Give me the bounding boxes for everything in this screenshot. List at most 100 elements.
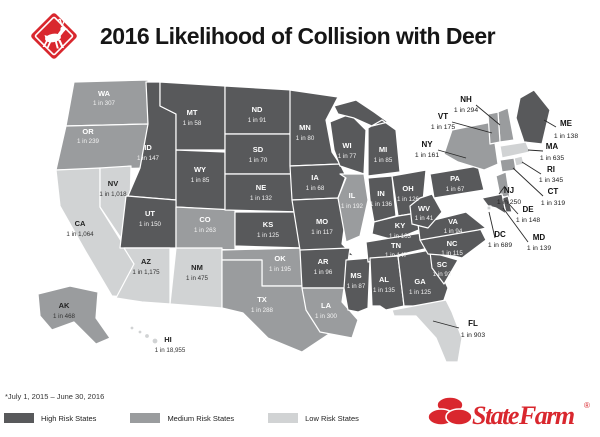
state-shape-wv bbox=[409, 193, 443, 229]
leader-vt bbox=[451, 121, 493, 134]
state-shape-dc bbox=[486, 205, 492, 211]
state-odds-hi: 1 in 18,955 bbox=[155, 347, 186, 354]
leader-ny bbox=[437, 149, 467, 159]
state-odds-ok: 1 in 195 bbox=[269, 266, 292, 273]
state-odds-sc: 1 in 93 bbox=[433, 271, 452, 278]
callout-odds-ri: 1 in 345 bbox=[539, 177, 563, 184]
callout-label-ma: MA bbox=[546, 142, 559, 151]
state-odds-tx: 1 in 288 bbox=[251, 307, 274, 314]
state-shape-nh bbox=[497, 107, 515, 143]
state-label-ms: MS bbox=[350, 271, 361, 280]
state-farm-trioval-icon bbox=[427, 396, 473, 426]
state-odds-ak: 1 in 468 bbox=[53, 313, 76, 320]
low-risk-swatch bbox=[268, 413, 299, 423]
state-odds-ne: 1 in 132 bbox=[250, 195, 273, 202]
state-shape-mi bbox=[333, 99, 401, 177]
callout-label-dc: DC bbox=[494, 230, 506, 239]
state-shape-me bbox=[515, 89, 551, 145]
state-odds-wi: 1 in 77 bbox=[338, 153, 357, 160]
state-odds-wy: 1 in 85 bbox=[191, 177, 210, 184]
callout-label-de: DE bbox=[522, 205, 534, 214]
deer-icon bbox=[42, 18, 68, 49]
state-label-oh: OH bbox=[402, 184, 413, 193]
state-label-ak: AK bbox=[59, 301, 70, 310]
state-odds-il: 1 in 192 bbox=[341, 203, 364, 210]
state-shape-ks bbox=[234, 211, 305, 249]
callout-odds-ny: 1 in 161 bbox=[415, 152, 439, 159]
callout-label-nh: NH bbox=[460, 95, 472, 104]
high-risk-swatch bbox=[4, 413, 34, 423]
callout-odds-de: 1 in 148 bbox=[516, 217, 540, 224]
state-odds-ms: 1 in 87 bbox=[347, 283, 366, 290]
legend-item-medium: Medium Risk States bbox=[130, 413, 234, 423]
state-shape-hi bbox=[129, 325, 159, 345]
callout-odds-nh: 1 in 294 bbox=[454, 107, 478, 114]
state-odds-ca: 1 in 1,064 bbox=[66, 231, 94, 238]
state-label-wv: WV bbox=[418, 204, 430, 213]
state-odds-nc: 1 in 115 bbox=[441, 250, 463, 257]
page-title: 2016 Likelihood of Collision with Deer bbox=[100, 22, 496, 49]
callout-label-ct: CT bbox=[548, 187, 559, 196]
risk-legend: High Risk States Medium Risk States Low … bbox=[4, 413, 393, 423]
state-odds-ga: 1 in 125 bbox=[409, 289, 432, 296]
state-label-mo: MO bbox=[316, 217, 328, 226]
state-label-ca: CA bbox=[75, 219, 86, 228]
state-odds-va: 1 in 94 bbox=[444, 228, 463, 235]
state-odds-wa: 1 in 307 bbox=[93, 100, 116, 107]
hi-island-1 bbox=[129, 325, 135, 331]
state-odds-la: 1 in 300 bbox=[315, 313, 338, 320]
state-label-tx: TX bbox=[257, 295, 267, 304]
hi-island-2 bbox=[137, 329, 143, 335]
leader-fl bbox=[432, 320, 460, 329]
state-odds-in: 1 in 136 bbox=[370, 201, 393, 208]
hi-island-3 bbox=[143, 332, 151, 340]
state-shape-vt bbox=[487, 111, 501, 145]
state-label-nc: NC bbox=[447, 239, 458, 248]
state-odds-tn: 1 in 147 bbox=[385, 252, 408, 259]
callout-label-md: MD bbox=[533, 233, 546, 242]
state-label-ky: KY bbox=[395, 221, 405, 230]
state-label-co: CO bbox=[199, 215, 210, 224]
leader-nj bbox=[498, 185, 506, 195]
state-odds-nv: 1 in 1,018 bbox=[99, 191, 127, 198]
callout-odds-me: 1 in 138 bbox=[554, 133, 578, 140]
state-farm-logo: State Farm ® bbox=[426, 392, 594, 437]
leader-ct bbox=[512, 167, 544, 197]
state-shape-ia bbox=[289, 163, 347, 201]
callout-odds-nj: 1 in 250 bbox=[497, 199, 521, 206]
state-odds-az: 1 in 1,175 bbox=[132, 269, 160, 276]
legend-item-high: High Risk States bbox=[4, 413, 96, 423]
callout-odds-dc: 1 in 689 bbox=[488, 242, 512, 249]
state-odds-oh: 1 in 126 bbox=[397, 196, 420, 203]
state-odds-co: 1 in 263 bbox=[194, 227, 217, 234]
state-shapes bbox=[37, 79, 551, 363]
callout-odds-ct: 1 in 319 bbox=[541, 200, 565, 207]
leader-ma bbox=[527, 149, 544, 152]
state-shape-ak bbox=[37, 285, 111, 345]
state-label-il: IL bbox=[349, 191, 356, 200]
state-label-la: LA bbox=[321, 301, 332, 310]
state-labels: WA 1 in 307 OR 1 in 239 CA 1 in 1,064 NV… bbox=[53, 89, 465, 354]
state-shape-fl bbox=[391, 299, 463, 363]
state-label-in: IN bbox=[377, 189, 385, 198]
state-label-ia: IA bbox=[311, 173, 319, 182]
state-shape-or bbox=[55, 123, 151, 171]
state-shape-nj bbox=[495, 171, 511, 199]
state-shape-ct bbox=[499, 157, 517, 173]
state-odds-sd: 1 in 70 bbox=[249, 157, 268, 164]
state-label-nm: NM bbox=[191, 263, 203, 272]
state-label-ks: KS bbox=[263, 220, 273, 229]
state-odds-mo: 1 in 117 bbox=[311, 229, 333, 236]
state-shape-ma bbox=[499, 141, 531, 159]
legend-item-low: Low Risk States bbox=[268, 413, 359, 423]
state-shape-md bbox=[481, 193, 507, 215]
state-label-mt: MT bbox=[187, 108, 198, 117]
state-odds-nm: 1 in 475 bbox=[186, 275, 209, 282]
state-odds-nd: 1 in 91 bbox=[248, 117, 267, 124]
state-label-mi: MI bbox=[379, 145, 387, 154]
state-odds-ar: 1 in 96 bbox=[314, 269, 333, 276]
state-label-sd: SD bbox=[253, 145, 264, 154]
low-risk-label: Low Risk States bbox=[305, 413, 359, 423]
state-odds-mn: 1 in 80 bbox=[296, 135, 315, 142]
state-shape-il bbox=[337, 173, 369, 243]
